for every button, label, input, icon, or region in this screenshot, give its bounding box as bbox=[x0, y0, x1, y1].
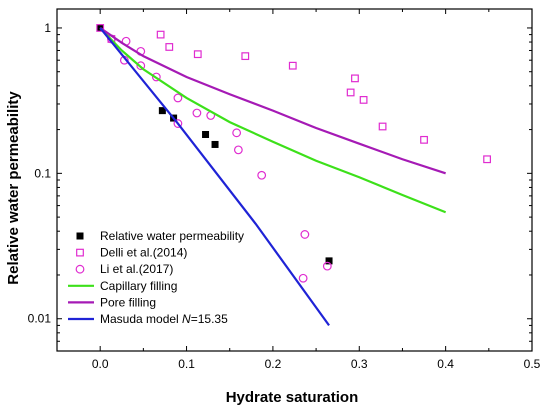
x-tick-label: 0.5 bbox=[524, 357, 541, 371]
data-point bbox=[173, 119, 183, 128]
data-point bbox=[136, 61, 146, 71]
legend-label: Relative water permeability bbox=[100, 229, 244, 243]
data-point bbox=[193, 50, 202, 59]
legend-label: Delli et al.(2014) bbox=[100, 246, 187, 260]
data-point bbox=[288, 61, 297, 70]
data-point bbox=[298, 273, 308, 283]
data-point bbox=[233, 145, 243, 155]
y-tick-label: 1 bbox=[44, 21, 51, 35]
plot-area bbox=[96, 24, 491, 327]
data-point bbox=[322, 261, 332, 271]
data-point bbox=[202, 131, 210, 139]
data-point bbox=[378, 122, 387, 131]
series-3 bbox=[99, 27, 447, 214]
legend-label: Capillary filling bbox=[100, 279, 177, 293]
series-line bbox=[99, 27, 447, 214]
legend-swatch bbox=[75, 264, 85, 274]
x-axis-title: Hydrate saturation bbox=[226, 389, 359, 406]
data-point bbox=[359, 95, 368, 104]
data-point bbox=[232, 128, 242, 138]
legend: Relative water permeability Delli et al.(… bbox=[68, 229, 244, 326]
legend-item: Masuda model N=15.35 bbox=[68, 312, 228, 326]
data-point bbox=[351, 74, 359, 83]
data-point bbox=[165, 43, 174, 51]
y-tick-label: 0.01 bbox=[28, 312, 52, 326]
data-point bbox=[346, 88, 355, 97]
legend-item: Delli et al.(2014) bbox=[76, 246, 187, 260]
data-point bbox=[192, 108, 202, 118]
legend-swatch bbox=[76, 232, 84, 240]
data-point bbox=[156, 30, 165, 39]
legend-item: Relative water permeability bbox=[76, 229, 244, 243]
series-line bbox=[99, 27, 330, 327]
data-point bbox=[173, 93, 183, 103]
data-point bbox=[241, 52, 250, 61]
series-line bbox=[99, 27, 446, 175]
y-axis-title: Relative water permeability bbox=[5, 91, 22, 285]
data-point bbox=[257, 170, 267, 180]
legend-item: Capillary filling bbox=[68, 279, 177, 293]
x-tick-label: 0.3 bbox=[351, 357, 368, 371]
data-point bbox=[96, 24, 105, 32]
series-5 bbox=[99, 27, 330, 327]
x-tick-label: 0.4 bbox=[437, 357, 454, 371]
legend-swatch bbox=[76, 248, 84, 257]
legend-label: Pore filling bbox=[100, 295, 156, 309]
data-point bbox=[420, 135, 428, 144]
legend-item: Pore filling bbox=[68, 295, 156, 309]
legend-item: Li et al.(2017) bbox=[75, 262, 173, 276]
x-tick-label: 0.1 bbox=[178, 357, 195, 371]
data-point bbox=[300, 230, 310, 239]
data-point bbox=[483, 155, 491, 164]
legend-label: Masuda model N=15.35 bbox=[100, 312, 228, 326]
data-point bbox=[325, 257, 333, 265]
data-point bbox=[211, 140, 219, 148]
data-point bbox=[158, 107, 166, 115]
x-tick-label: 0.2 bbox=[265, 357, 282, 371]
y-tick-label: 0.1 bbox=[34, 166, 51, 180]
legend-label: Li et al.(2017) bbox=[100, 262, 173, 276]
series-1 bbox=[96, 24, 491, 164]
data-point bbox=[151, 72, 161, 82]
x-tick-label: 0.0 bbox=[92, 357, 109, 371]
axes: 0.0 0.1 0.2 0.3 0.4 0.5 0.01 0.1 1 bbox=[28, 8, 541, 371]
series-4 bbox=[99, 27, 446, 175]
